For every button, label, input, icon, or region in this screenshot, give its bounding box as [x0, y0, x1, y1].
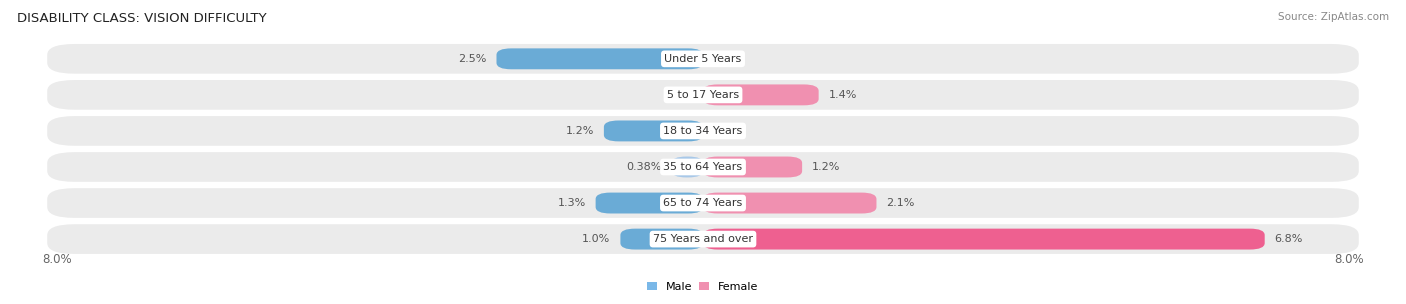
FancyBboxPatch shape: [596, 192, 703, 213]
FancyBboxPatch shape: [45, 223, 1361, 256]
Text: 75 Years and over: 75 Years and over: [652, 234, 754, 244]
Text: 1.0%: 1.0%: [582, 234, 610, 244]
Text: 8.0%: 8.0%: [1334, 254, 1364, 267]
Text: 0.0%: 0.0%: [665, 90, 693, 100]
Text: 2.1%: 2.1%: [886, 198, 915, 208]
Text: 0.38%: 0.38%: [626, 162, 662, 172]
Text: 6.8%: 6.8%: [1275, 234, 1303, 244]
Text: 2.5%: 2.5%: [458, 54, 486, 64]
Text: 65 to 74 Years: 65 to 74 Years: [664, 198, 742, 208]
Text: 1.4%: 1.4%: [828, 90, 856, 100]
Text: 0.0%: 0.0%: [713, 126, 741, 136]
FancyBboxPatch shape: [45, 78, 1361, 112]
FancyBboxPatch shape: [45, 150, 1361, 184]
Text: Source: ZipAtlas.com: Source: ZipAtlas.com: [1278, 12, 1389, 22]
FancyBboxPatch shape: [703, 229, 1264, 250]
FancyBboxPatch shape: [620, 229, 703, 250]
Text: 35 to 64 Years: 35 to 64 Years: [664, 162, 742, 172]
FancyBboxPatch shape: [45, 186, 1361, 219]
FancyBboxPatch shape: [496, 48, 703, 69]
FancyBboxPatch shape: [45, 42, 1361, 75]
Text: 1.2%: 1.2%: [565, 126, 593, 136]
Text: 8.0%: 8.0%: [42, 254, 72, 267]
Text: 18 to 34 Years: 18 to 34 Years: [664, 126, 742, 136]
FancyBboxPatch shape: [703, 192, 876, 213]
Text: 5 to 17 Years: 5 to 17 Years: [666, 90, 740, 100]
FancyBboxPatch shape: [672, 157, 703, 178]
Text: Under 5 Years: Under 5 Years: [665, 54, 741, 64]
Text: 1.3%: 1.3%: [557, 198, 586, 208]
Text: 1.2%: 1.2%: [813, 162, 841, 172]
FancyBboxPatch shape: [703, 85, 818, 105]
FancyBboxPatch shape: [703, 157, 801, 178]
Text: DISABILITY CLASS: VISION DIFFICULTY: DISABILITY CLASS: VISION DIFFICULTY: [17, 12, 267, 25]
Text: 0.0%: 0.0%: [713, 54, 741, 64]
FancyBboxPatch shape: [45, 114, 1361, 147]
FancyBboxPatch shape: [605, 120, 703, 141]
Legend: Male, Female: Male, Female: [647, 282, 759, 292]
